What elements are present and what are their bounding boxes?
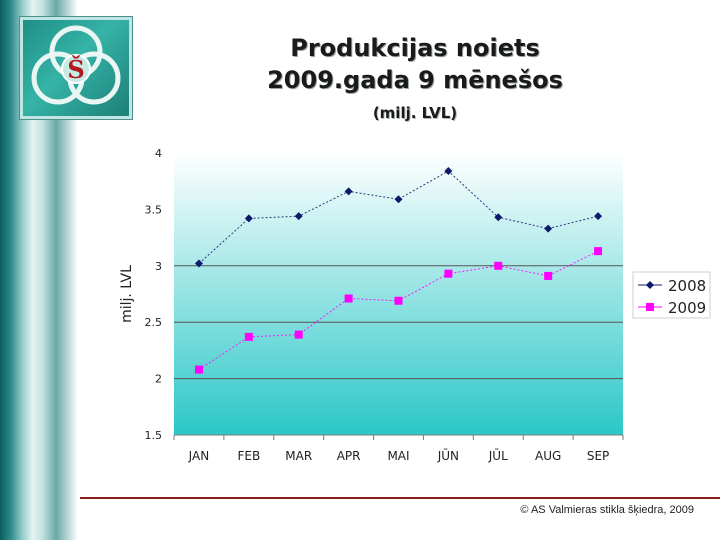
logo-letter: Š <box>67 55 84 84</box>
y-tick-label: 2 <box>155 373 162 386</box>
data-point-2008 <box>444 167 453 176</box>
legend-marker-2008 <box>646 281 654 289</box>
data-point-2009 <box>494 261 503 270</box>
data-point-2009 <box>444 269 453 278</box>
footer-copyright: © AS Valmieras stikla šķiedra, 2009 <box>520 504 694 516</box>
x-tick-label: SEP <box>587 449 609 463</box>
footer-rule <box>80 497 720 499</box>
data-point-2009 <box>544 271 553 280</box>
data-point-2008 <box>394 195 403 204</box>
page-title-line2: 2009.gada 9 mēnešos <box>267 66 563 94</box>
data-point-2009 <box>344 294 353 303</box>
y-tick-label: 3 <box>155 260 162 273</box>
x-tick-label: APR <box>337 449 361 463</box>
data-point-2008 <box>594 212 603 221</box>
page-subtitle: (milj. LVL) <box>372 104 458 122</box>
x-tick-label: JŪL <box>488 449 508 463</box>
legend-label-2008: 2008 <box>668 277 706 295</box>
data-point-2008 <box>294 212 303 221</box>
legend-marker-2009 <box>646 303 654 311</box>
y-tick-label: 4 <box>155 147 162 160</box>
page-title-line1: Produkcijas noiets <box>290 34 540 62</box>
y-tick-label: 3.5 <box>145 203 163 216</box>
y-tick-label: 2.5 <box>145 316 163 329</box>
data-point-2008 <box>544 224 553 233</box>
y-tick-label: 1.5 <box>145 429 163 442</box>
y-axis-label: milj. LVL <box>119 265 135 323</box>
data-point-2008 <box>194 259 203 268</box>
legend-label-2009: 2009 <box>668 299 706 317</box>
x-tick-label: JAN <box>188 449 210 463</box>
legend-box <box>632 271 711 319</box>
data-point-2009 <box>194 365 203 374</box>
data-point-2008 <box>244 214 253 223</box>
x-tick-label: MAI <box>387 449 409 463</box>
data-point-2009 <box>294 330 303 339</box>
x-tick-label: MAR <box>285 449 312 463</box>
logo-emblem-icon: Š <box>31 25 121 105</box>
company-logo: Š <box>20 17 132 119</box>
data-point-2008 <box>344 187 353 196</box>
data-point-2009 <box>394 296 403 305</box>
x-tick-label: JŪN <box>437 449 459 463</box>
x-tick-label: AUG <box>535 449 561 463</box>
data-point-2009 <box>594 247 603 256</box>
data-point-2009 <box>244 332 253 341</box>
x-tick-label: FEB <box>237 449 260 463</box>
data-point-2008 <box>494 213 503 222</box>
